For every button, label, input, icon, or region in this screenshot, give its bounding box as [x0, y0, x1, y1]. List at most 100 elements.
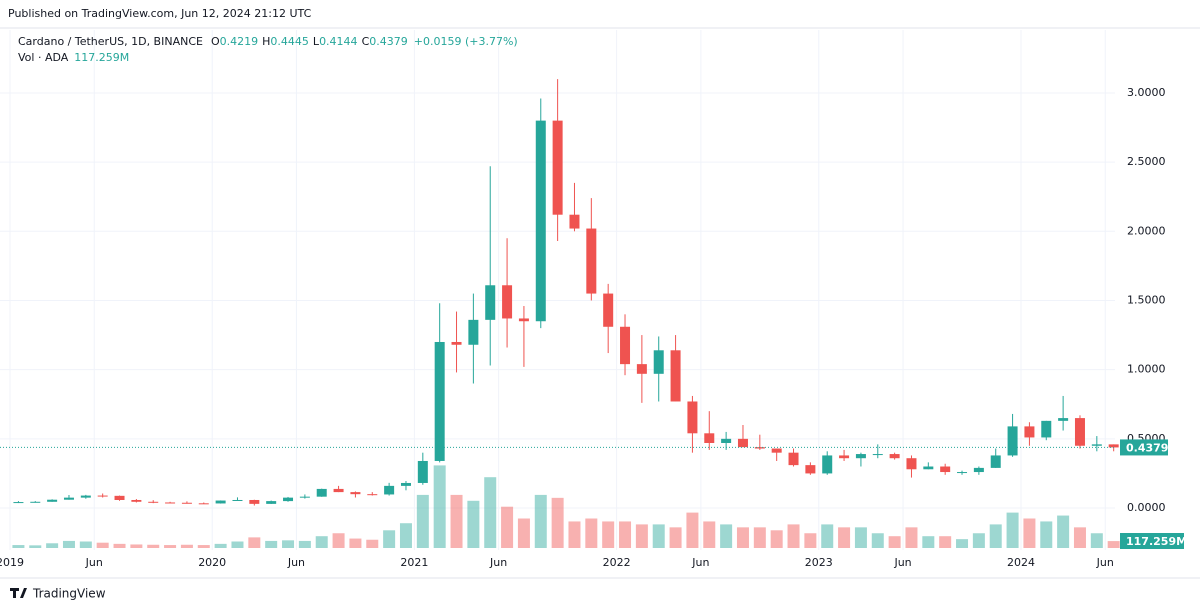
candle-body	[1108, 444, 1119, 448]
candle-body	[181, 502, 192, 504]
volume-bar	[1090, 533, 1103, 548]
x-tick-label: 2024	[1007, 556, 1035, 569]
candle-body	[552, 120, 563, 215]
ohlc-value: 0.4445	[270, 35, 309, 48]
volume-bar	[147, 544, 160, 548]
candle-body	[670, 350, 681, 402]
volume-bars	[12, 465, 1120, 548]
volume-bar	[821, 524, 834, 548]
candle-body	[1041, 420, 1052, 438]
volume-bar	[12, 545, 25, 548]
volume-bar	[568, 521, 581, 548]
volume-bar	[501, 506, 514, 548]
volume-bar	[130, 544, 143, 548]
candle-body	[63, 497, 74, 500]
candle-body	[855, 454, 866, 459]
candle-body	[384, 485, 395, 495]
y-tick-label: 0.0000	[1127, 501, 1166, 514]
volume-bar	[383, 530, 396, 548]
symbol-title: Cardano / TetherUS, 1D, BINANCE O0.4219 H0…	[18, 35, 518, 48]
candle-body	[889, 454, 900, 459]
candle-body	[940, 466, 951, 473]
x-tick-label: Jun	[489, 556, 507, 569]
candle-body	[434, 341, 445, 461]
candle-body	[839, 455, 850, 459]
volume-bar	[96, 542, 109, 548]
volume-bar	[517, 518, 530, 548]
candle-body	[923, 466, 934, 470]
x-tick-label: Jun	[691, 556, 709, 569]
volume-bar	[753, 527, 766, 548]
volume-bar	[366, 539, 379, 548]
candle-body	[165, 502, 176, 504]
candle-body	[872, 454, 883, 456]
candle-body	[114, 495, 125, 500]
volume-bar	[871, 533, 884, 548]
candle-body	[906, 458, 917, 470]
ohlc-value: 0.4144	[319, 35, 358, 48]
candle-body	[299, 496, 310, 498]
volume-bar	[888, 536, 901, 548]
symbol-title-text: Cardano / TetherUS, 1D, BINANCE	[18, 35, 203, 48]
change: +0.0159 (+3.77%)	[414, 35, 518, 48]
volume-bar	[736, 527, 749, 548]
candle-body	[737, 438, 748, 448]
volume-label-box	[1120, 533, 1184, 549]
candle-body	[822, 455, 833, 474]
volume-bar	[703, 521, 716, 548]
y-tick-label: 2.5000	[1127, 155, 1166, 168]
candle-body	[417, 460, 428, 483]
candle-body	[215, 500, 226, 504]
volume-bar	[416, 494, 429, 548]
volume-bar	[29, 545, 42, 548]
candle-body	[586, 228, 597, 294]
candle-body	[451, 341, 462, 345]
volume-bar	[787, 524, 800, 548]
price-label: 0.4379	[1126, 441, 1168, 454]
x-tick-label: 2021	[400, 556, 428, 569]
volume-bar	[265, 540, 278, 548]
candle-body	[283, 497, 294, 502]
volume-bar	[770, 530, 783, 548]
candles	[13, 79, 1119, 506]
volume-legend: Vol · ADA 117.259M	[18, 51, 129, 64]
logo: TradingView	[10, 587, 106, 601]
volume-bar	[484, 477, 497, 548]
candle-body	[198, 503, 209, 505]
volume-bar	[1006, 512, 1019, 548]
volume-bar	[1040, 521, 1053, 548]
volume-key: Vol · ADA	[18, 51, 69, 64]
candle-body	[721, 438, 732, 443]
x-tick-label: Jun	[287, 556, 305, 569]
volume-bar	[1107, 541, 1120, 548]
x-tick-label: Jun	[893, 556, 911, 569]
volume-bar	[619, 521, 632, 548]
ohlc-value: 0.4219	[220, 35, 259, 48]
volume-bar	[635, 524, 648, 548]
volume-bar	[298, 540, 311, 548]
candle-body	[249, 499, 260, 504]
logo-text: TradingView	[32, 587, 106, 601]
volume-bar	[922, 536, 935, 548]
candle-body	[687, 401, 698, 434]
volume-bar	[62, 540, 75, 548]
candle-body	[1058, 418, 1069, 421]
candle-body	[1024, 426, 1035, 438]
candle-body	[805, 465, 816, 474]
candle-body	[990, 455, 1001, 468]
candle-body	[1074, 418, 1085, 446]
volume-bar	[838, 527, 851, 548]
volume-bar	[231, 541, 244, 548]
volume-bar	[1023, 518, 1036, 548]
ohlc-key: O	[211, 35, 220, 48]
volume-bar	[248, 537, 261, 548]
volume-bar	[113, 543, 126, 548]
volume-bar	[686, 512, 699, 548]
volume-bar	[972, 533, 985, 548]
candle-body	[131, 499, 142, 502]
volume-bar	[349, 538, 362, 548]
volume-bar	[164, 545, 177, 548]
volume-bar	[332, 533, 345, 548]
x-tick-label: Jun	[1096, 556, 1114, 569]
